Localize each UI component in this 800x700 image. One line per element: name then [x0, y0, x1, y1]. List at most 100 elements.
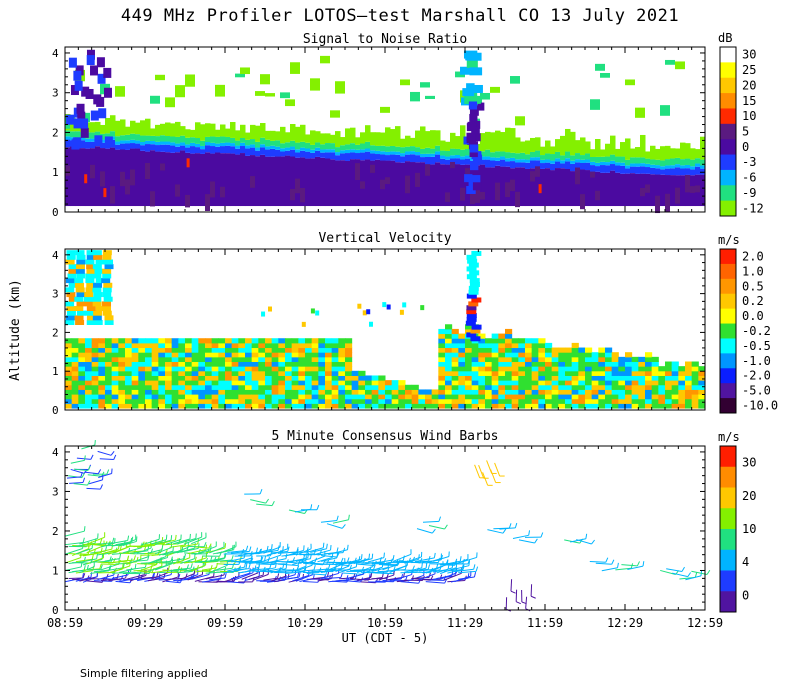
vv-cell	[491, 347, 499, 353]
vv-cell	[231, 389, 239, 395]
snr-cell	[445, 156, 451, 160]
vv-cell	[358, 384, 366, 390]
vv-cell	[291, 342, 299, 349]
vv-cell	[278, 338, 286, 344]
snr-cell	[335, 81, 345, 94]
vv-cell	[466, 309, 477, 315]
snr-cell	[190, 146, 196, 154]
colorbar-label: 0	[742, 588, 749, 602]
snr-cell	[325, 152, 331, 159]
vv-cell	[465, 375, 473, 381]
snr-cell	[175, 121, 181, 137]
snr-cell	[180, 145, 186, 151]
snr-cell	[73, 70, 82, 81]
wind-barb-feather	[360, 554, 363, 560]
snr-cell	[160, 151, 166, 207]
vv-cell	[498, 333, 506, 339]
vv-cell	[438, 375, 446, 381]
vv-cell	[565, 394, 573, 400]
wind-barb	[259, 549, 279, 554]
snr-cell	[655, 168, 661, 175]
vv-cell	[365, 403, 373, 409]
vv-cell	[468, 262, 479, 268]
vv-cell	[465, 347, 473, 353]
snr-cell	[295, 142, 301, 150]
vv-cell	[238, 375, 246, 381]
vv-cell	[445, 389, 453, 395]
vv-cell	[71, 380, 79, 386]
vv-cell	[325, 338, 333, 344]
vv-cell	[505, 338, 513, 344]
vv-cell	[85, 278, 95, 284]
vv-cell	[605, 398, 613, 404]
vv-cell	[478, 333, 486, 339]
vv-cell	[218, 375, 226, 381]
vv-cell	[625, 384, 633, 390]
snr-cell	[469, 144, 479, 153]
vv-cell	[105, 384, 113, 390]
vv-cell	[285, 366, 293, 372]
snr-cell	[215, 129, 221, 137]
vv-cell	[111, 366, 119, 372]
vv-cell	[658, 389, 666, 395]
vv-cell	[291, 384, 299, 390]
vv-cell	[165, 347, 173, 353]
colorbar-label: -9	[742, 186, 756, 200]
snr-cell	[530, 171, 535, 182]
vv-cell	[445, 356, 453, 363]
vv-cell	[205, 352, 213, 358]
vv-cell	[65, 394, 73, 400]
wind-barb	[411, 577, 429, 580]
wind-barb-feather	[175, 534, 177, 540]
snr-cell	[685, 164, 691, 169]
snr-cell	[495, 157, 501, 161]
vv-cell	[338, 403, 346, 409]
vv-cell	[631, 398, 639, 404]
snr-cell	[435, 151, 441, 155]
wind-barb-feather	[84, 455, 86, 461]
vv-cell	[76, 259, 86, 265]
vv-cell	[65, 259, 75, 265]
vv-cell	[611, 361, 619, 367]
y-tick-label: 4	[52, 446, 59, 459]
vv-cell	[78, 375, 86, 381]
vv-cell	[545, 398, 553, 404]
snr-cell	[345, 149, 351, 154]
vv-cell	[271, 361, 279, 367]
snr-cell	[210, 146, 216, 154]
vv-cell	[85, 384, 93, 390]
wind-barb-feather	[340, 572, 343, 578]
vv-cell	[285, 375, 293, 381]
snr-cell	[645, 163, 651, 168]
vv-speck	[402, 302, 407, 308]
snr-cell	[466, 185, 476, 194]
vv-cell	[478, 347, 486, 353]
vv-cell	[311, 380, 319, 386]
snr-cell	[695, 163, 701, 167]
vv-cell	[145, 403, 153, 409]
vv-cell	[68, 268, 78, 274]
vv-cell	[98, 356, 106, 363]
wind-barb-feather	[82, 573, 86, 579]
vv-cell	[485, 380, 493, 386]
vv-speck	[357, 303, 362, 309]
vv-cell	[298, 338, 306, 344]
vv-cell	[291, 389, 299, 395]
vv-cell	[665, 375, 673, 381]
snr-cell	[660, 166, 666, 170]
snr-cell	[440, 155, 446, 159]
snr-cell	[235, 145, 241, 149]
snr-cell	[420, 148, 426, 154]
vv-cell	[451, 328, 459, 335]
snr-cell	[580, 155, 586, 160]
vv-cell	[91, 352, 99, 358]
snr-cell	[620, 156, 626, 163]
wind-barb	[371, 566, 389, 572]
snr-cell	[520, 159, 526, 163]
vv-cell	[105, 394, 113, 400]
snr-cell	[285, 155, 291, 207]
vv-cell	[638, 403, 646, 409]
snr-cell	[265, 156, 271, 207]
vv-cell	[258, 370, 266, 376]
vv-cell	[405, 398, 413, 404]
